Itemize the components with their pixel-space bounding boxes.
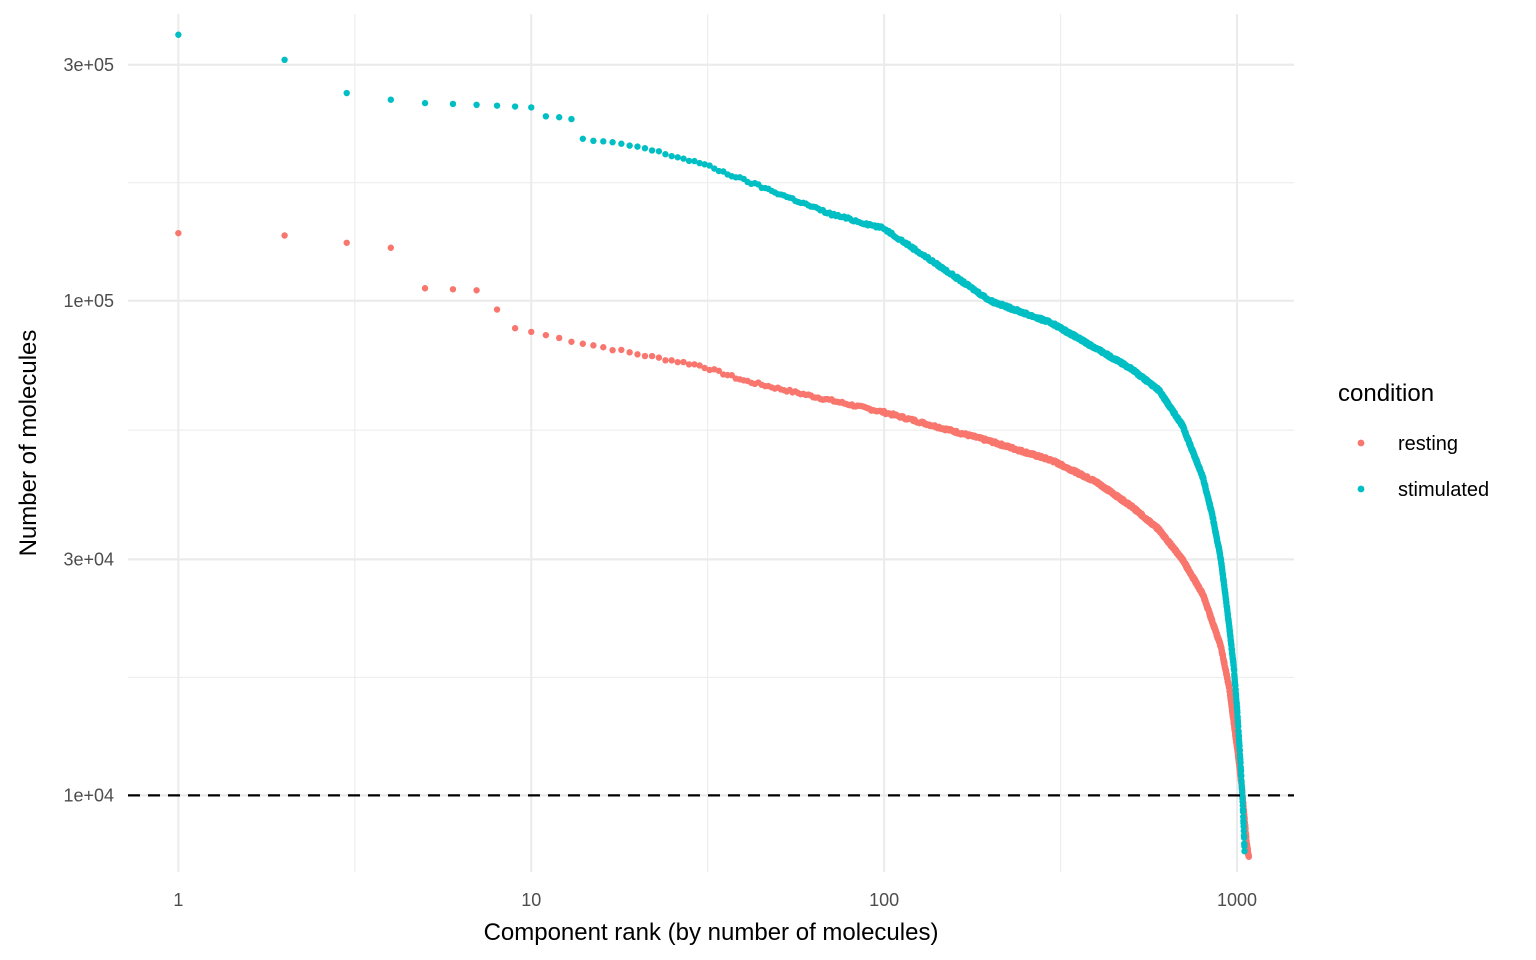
point-resting bbox=[555, 334, 563, 342]
point-resting bbox=[600, 344, 607, 351]
point-resting bbox=[473, 287, 480, 294]
series-stimulated bbox=[175, 31, 1248, 855]
y-axis-title: Number of molecules bbox=[15, 330, 42, 557]
legend-title: condition bbox=[1338, 380, 1434, 407]
point-resting bbox=[542, 331, 550, 339]
point-stimulated bbox=[590, 137, 597, 145]
y-tick-label: 1e+05 bbox=[63, 291, 114, 311]
point-stimulated bbox=[1235, 723, 1242, 730]
point-stimulated bbox=[626, 142, 633, 149]
point-stimulated bbox=[555, 114, 563, 121]
y-tick-label: 1e+04 bbox=[63, 785, 114, 805]
point-resting bbox=[634, 351, 641, 358]
point-resting bbox=[706, 366, 713, 374]
series-resting bbox=[175, 229, 1253, 860]
point-resting bbox=[528, 328, 535, 336]
point-stimulated bbox=[618, 140, 625, 147]
point-stimulated bbox=[641, 145, 649, 152]
point-resting bbox=[568, 338, 575, 345]
point-stimulated bbox=[634, 143, 641, 150]
point-stimulated bbox=[175, 31, 182, 38]
point-resting bbox=[387, 244, 395, 251]
legend-label-resting: resting bbox=[1398, 433, 1458, 455]
point-resting bbox=[590, 342, 597, 349]
point-stimulated bbox=[1241, 847, 1248, 855]
y-tick-label: 3e+04 bbox=[63, 549, 114, 569]
point-stimulated bbox=[691, 157, 698, 165]
x-tick-label: 100 bbox=[869, 890, 899, 910]
point-stimulated bbox=[528, 104, 535, 111]
point-resting bbox=[648, 352, 656, 360]
point-stimulated bbox=[655, 148, 663, 155]
point-resting bbox=[421, 285, 429, 292]
point-stimulated bbox=[473, 101, 480, 109]
grid-minor bbox=[128, 14, 1294, 872]
point-stimulated bbox=[281, 56, 288, 64]
point-resting bbox=[685, 361, 693, 368]
point-resting bbox=[493, 306, 501, 313]
x-tick-label: 1000 bbox=[1217, 890, 1257, 910]
point-resting bbox=[281, 232, 288, 239]
legend-label-stimulated: stimulated bbox=[1398, 479, 1489, 501]
point-stimulated bbox=[648, 147, 656, 154]
point-resting bbox=[343, 239, 350, 246]
x-tick-label: 1 bbox=[173, 890, 183, 910]
point-stimulated bbox=[343, 89, 350, 97]
point-stimulated bbox=[1240, 827, 1248, 835]
legend-key-stimulated bbox=[1357, 485, 1365, 493]
legend-items: resting stimulated bbox=[1357, 433, 1489, 501]
point-resting bbox=[674, 358, 681, 366]
point-resting bbox=[680, 358, 687, 366]
point-stimulated bbox=[579, 135, 587, 142]
point-stimulated bbox=[685, 157, 693, 165]
point-resting bbox=[449, 286, 457, 293]
point-resting bbox=[668, 357, 675, 364]
point-stimulated bbox=[493, 102, 501, 109]
point-stimulated bbox=[449, 100, 457, 108]
point-stimulated bbox=[701, 161, 708, 168]
point-stimulated bbox=[1240, 834, 1248, 841]
legend: condition resting stimulated bbox=[1338, 380, 1489, 501]
series-layer bbox=[175, 31, 1253, 860]
grid-major bbox=[128, 14, 1294, 872]
point-resting bbox=[618, 346, 625, 354]
point-resting bbox=[511, 325, 519, 332]
point-resting bbox=[696, 362, 703, 369]
point-resting bbox=[626, 349, 633, 356]
point-resting bbox=[641, 352, 649, 360]
legend-key-resting bbox=[1357, 439, 1365, 447]
point-stimulated bbox=[1239, 808, 1247, 815]
point-resting bbox=[655, 354, 663, 361]
point-stimulated bbox=[1241, 842, 1248, 850]
x-axis-title: Component rank (by number of molecules) bbox=[484, 919, 939, 946]
point-resting bbox=[701, 364, 708, 372]
point-stimulated bbox=[568, 115, 575, 123]
point-stimulated bbox=[696, 159, 703, 167]
point-stimulated bbox=[668, 152, 675, 160]
point-resting bbox=[609, 346, 616, 354]
y-axis-ticks: 1e+04 3e+04 1e+05 3e+05 bbox=[63, 55, 114, 806]
point-stimulated bbox=[600, 138, 607, 145]
point-stimulated bbox=[511, 103, 519, 110]
point-stimulated bbox=[674, 154, 681, 161]
point-resting bbox=[1245, 853, 1253, 860]
point-resting bbox=[662, 357, 669, 364]
point-stimulated bbox=[421, 99, 429, 107]
x-tick-label: 10 bbox=[521, 890, 541, 910]
y-tick-label: 3e+05 bbox=[63, 55, 114, 75]
point-stimulated bbox=[387, 96, 395, 103]
point-stimulated bbox=[542, 113, 550, 120]
x-axis-ticks: 1 10 100 1000 bbox=[173, 890, 1257, 910]
point-resting bbox=[175, 229, 182, 237]
point-stimulated bbox=[680, 155, 687, 162]
point-resting bbox=[579, 340, 587, 347]
point-stimulated bbox=[662, 151, 669, 158]
point-resting bbox=[715, 367, 723, 374]
point-resting bbox=[691, 361, 698, 368]
point-stimulated bbox=[706, 162, 713, 169]
point-stimulated bbox=[609, 139, 616, 146]
